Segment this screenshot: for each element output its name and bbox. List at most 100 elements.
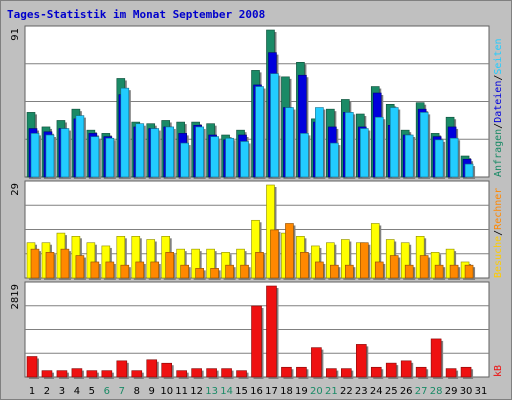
x-tick-label-day-31: 31 — [475, 386, 488, 397]
bar-rechner-day-30 — [464, 264, 474, 279]
bar-kb-day-8 — [131, 370, 143, 378]
bar-kb-day-23 — [355, 344, 367, 378]
bar-rechner-day-23 — [359, 242, 369, 279]
bar-rechner-day-1 — [30, 248, 40, 279]
bar-kb-day-14 — [221, 368, 232, 378]
bar-rechner-day-9 — [150, 261, 160, 279]
bar-seiten-day-20 — [315, 107, 324, 178]
bar-seiten-day-26 — [404, 134, 414, 178]
bar-rechner-day-20 — [315, 261, 324, 279]
bar-kb-day-18 — [281, 366, 292, 378]
x-tick-label-day-27: 27 — [415, 386, 428, 397]
legend-part-dateien: Dateien — [493, 81, 504, 123]
bar-kb-day-9 — [146, 359, 158, 378]
bar-seiten-day-5 — [90, 136, 100, 178]
x-tick-label-day-23: 23 — [355, 386, 368, 397]
bar-kb-day-3 — [56, 370, 68, 378]
x-tick-label-day-9: 9 — [149, 386, 155, 397]
bar-rechner-day-26 — [404, 264, 414, 279]
bar-rechner-day-15 — [240, 264, 249, 279]
bar-rechner-day-21 — [330, 264, 339, 279]
legend-part-slash: / — [493, 123, 504, 129]
bar-rechner-day-12 — [195, 268, 204, 279]
bar-seiten-day-25 — [389, 107, 399, 178]
bar-rechner-day-14 — [225, 264, 234, 279]
bar-rechner-day-3 — [60, 248, 70, 279]
bottom-series-legend: kB — [493, 365, 504, 377]
bar-kb-day-11 — [176, 370, 187, 378]
legend-part-slash: / — [493, 75, 504, 81]
bar-seiten-day-1 — [30, 133, 40, 178]
bar-seiten-day-3 — [60, 128, 70, 178]
bar-kb-day-29 — [445, 368, 457, 378]
bar-kb-day-28 — [430, 338, 442, 378]
bar-seiten-day-17 — [270, 73, 279, 178]
bar-kb-day-5 — [86, 370, 98, 378]
x-tick-label-day-20: 20 — [310, 386, 323, 397]
middle-ymax-label: 29 — [10, 183, 21, 196]
x-tick-label-day-7: 7 — [119, 386, 125, 397]
bar-rechner-day-10 — [165, 252, 175, 279]
x-tick-label-day-30: 30 — [460, 386, 473, 397]
bar-seiten-day-28 — [434, 139, 444, 178]
bar-kb-day-15 — [236, 370, 247, 378]
x-tick-label-day-6: 6 — [104, 386, 110, 397]
x-tick-label-day-21: 21 — [325, 386, 338, 397]
bar-kb-day-24 — [370, 366, 382, 378]
bar-kb-day-20 — [311, 347, 322, 378]
bar-seiten-day-16 — [255, 86, 264, 178]
bottom-ymax-label: 2819 — [10, 284, 21, 309]
bar-seiten-day-14 — [225, 137, 234, 178]
bar-rechner-day-19 — [300, 252, 309, 279]
bar-seiten-day-15 — [240, 141, 249, 178]
bar-kb-day-6 — [101, 370, 113, 378]
legend-part-kb: kB — [493, 365, 504, 377]
x-tick-label-day-25: 25 — [385, 386, 398, 397]
x-tick-label-day-11: 11 — [175, 386, 188, 397]
bar-rechner-day-7 — [120, 264, 130, 279]
bar-kb-day-7 — [116, 360, 128, 378]
x-tick-label-day-28: 28 — [430, 386, 443, 397]
bar-seiten-day-18 — [285, 107, 294, 178]
bar-seiten-day-2 — [45, 134, 55, 178]
bar-kb-day-27 — [415, 366, 427, 378]
bar-rechner-day-22 — [345, 264, 354, 279]
top-series-legend: Anfragen/Dateien/Seiten — [493, 38, 504, 177]
bar-kb-day-22 — [341, 368, 352, 378]
top-ymax-label: 91 — [10, 28, 21, 41]
legend-part-anfragen: Anfragen — [493, 129, 504, 177]
bar-rechner-day-18 — [285, 223, 294, 279]
x-tick-label-day-10: 10 — [160, 386, 173, 397]
bar-rechner-day-5 — [90, 261, 100, 279]
bar-seiten-day-10 — [165, 126, 175, 178]
bar-kb-day-25 — [385, 362, 397, 378]
bar-seiten-day-29 — [449, 137, 459, 178]
legend-part-slash: / — [493, 230, 504, 236]
bar-rechner-day-6 — [105, 261, 115, 279]
bar-rechner-day-29 — [449, 264, 459, 279]
bar-kb-day-21 — [326, 368, 337, 378]
legend-part-seiten: Seiten — [493, 38, 504, 74]
bar-rechner-day-28 — [434, 264, 444, 279]
bar-seiten-day-27 — [419, 112, 429, 178]
bar-rechner-day-8 — [135, 261, 145, 279]
x-tick-label-day-19: 19 — [295, 386, 308, 397]
x-tick-label-day-26: 26 — [400, 386, 413, 397]
chart-title: Tages-Statistik im Monat September 2008 — [7, 8, 265, 21]
x-tick-label-day-12: 12 — [190, 386, 203, 397]
x-tick-label-day-29: 29 — [445, 386, 458, 397]
bar-kb-day-1 — [26, 356, 38, 378]
x-tick-label-day-5: 5 — [89, 386, 95, 397]
x-tick-label-day-16: 16 — [250, 386, 263, 397]
bar-seiten-day-24 — [374, 116, 384, 178]
bar-rechner-day-24 — [374, 261, 384, 279]
x-tick-label-day-17: 17 — [265, 386, 278, 397]
x-tick-label-day-2: 2 — [44, 386, 50, 397]
x-tick-label-day-8: 8 — [134, 386, 140, 397]
middle-series-legend: Besuche/Rechner — [493, 188, 504, 278]
x-tick-label-day-14: 14 — [220, 386, 233, 397]
x-tick-label-day-3: 3 — [59, 386, 65, 397]
